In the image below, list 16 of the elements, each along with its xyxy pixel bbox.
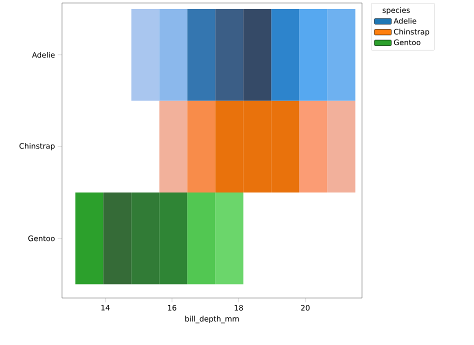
bar bbox=[159, 8, 188, 101]
bar bbox=[187, 192, 216, 284]
bar bbox=[327, 8, 356, 101]
bar bbox=[243, 8, 272, 101]
bar bbox=[215, 8, 244, 101]
bar bbox=[271, 8, 300, 101]
bar bbox=[187, 8, 216, 101]
bar bbox=[299, 100, 328, 192]
bar bbox=[159, 100, 188, 192]
bar bbox=[299, 8, 328, 101]
bar bbox=[187, 100, 216, 192]
bar bbox=[327, 100, 356, 192]
bar bbox=[215, 192, 244, 284]
bar bbox=[131, 8, 160, 101]
bar bbox=[75, 192, 104, 284]
bar bbox=[103, 192, 132, 284]
